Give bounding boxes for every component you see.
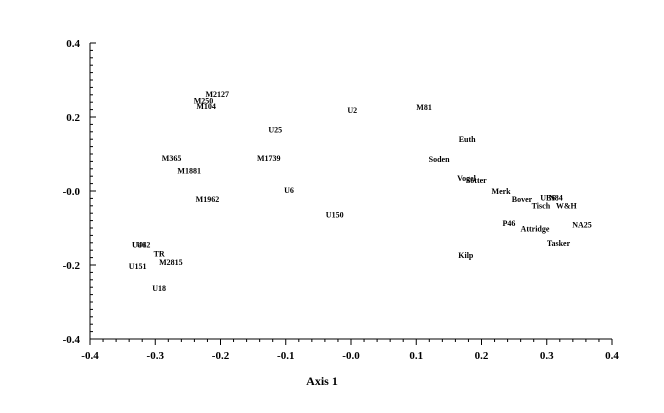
point-label-sotter: Sotter: [466, 176, 487, 185]
point-label-vogel: Vogel: [457, 174, 477, 183]
point-label-tisch: Tisch: [532, 201, 551, 210]
point-label-u6: U6: [284, 186, 294, 195]
x-tick-label: -0.2: [212, 350, 230, 362]
point-label-na25: NA25: [572, 221, 592, 230]
point-label-soden: Soden: [429, 155, 450, 164]
point-label-m365: M365: [162, 154, 182, 163]
x-axis-ticks: -0.4 -0.3 -0.2 -0.1 -0.0 0.1 0.2 0.3 0.4: [81, 339, 619, 362]
x-tick-label: 0.4: [605, 350, 619, 362]
point-label-m1962: M1962: [196, 195, 220, 204]
point-label-u2: U2: [347, 106, 357, 115]
y-tick-label: -0.0: [63, 186, 81, 198]
y-axis-ticks: 0.4 0.2 -0.0 -0.2 -0.4: [63, 38, 96, 346]
point-label-merk: Merk: [492, 187, 512, 196]
y-tick-label: 0.4: [66, 38, 80, 50]
point-label-tasker: Tasker: [547, 239, 571, 248]
point-label-u150: U150: [326, 210, 344, 219]
point-label-n84: N84: [549, 193, 563, 202]
x-axis-title: Axis 1: [306, 374, 338, 388]
point-label-ubs: UBS: [540, 193, 556, 202]
point-label-w-h: W&H: [556, 201, 578, 210]
point-label-kilp: Kilp: [458, 251, 474, 260]
point-label-m2127: M2127: [205, 90, 229, 99]
point-label-u18: U18: [152, 284, 166, 293]
y-tick-label: -0.2: [63, 260, 81, 272]
x-tick-label: -0.3: [147, 350, 165, 362]
point-label-tr: TR: [154, 250, 165, 259]
point-label-m2815: M2815: [159, 258, 183, 267]
x-tick-label: 0.2: [475, 350, 489, 362]
x-tick-label: -0.1: [277, 350, 294, 362]
point-label-u151: U151: [129, 262, 147, 271]
x-tick-label: -0.0: [342, 350, 360, 362]
y-tick-label: 0.2: [66, 112, 80, 124]
point-label-m1881: M1881: [177, 167, 201, 176]
point-label-bover: Bover: [512, 195, 533, 204]
point-label-euth: Euth: [459, 135, 476, 144]
point-label-m104: M104: [196, 102, 216, 111]
x-tick-label: -0.4: [81, 350, 99, 362]
x-tick-label: 0.1: [409, 350, 423, 362]
point-label-m250: M250: [194, 96, 214, 105]
point-label-attridge: Attridge: [521, 225, 550, 234]
x-tick-label: 0.3: [540, 350, 554, 362]
point-label-u25: U25: [268, 126, 282, 135]
point-label-u46: U46: [132, 241, 146, 250]
point-label-p46: P46: [502, 219, 515, 228]
point-label-u42: U42: [137, 241, 151, 250]
point-label-m1739: M1739: [257, 154, 281, 163]
point-label-m81: M81: [416, 103, 432, 112]
y-tick-label: -0.4: [63, 334, 81, 346]
